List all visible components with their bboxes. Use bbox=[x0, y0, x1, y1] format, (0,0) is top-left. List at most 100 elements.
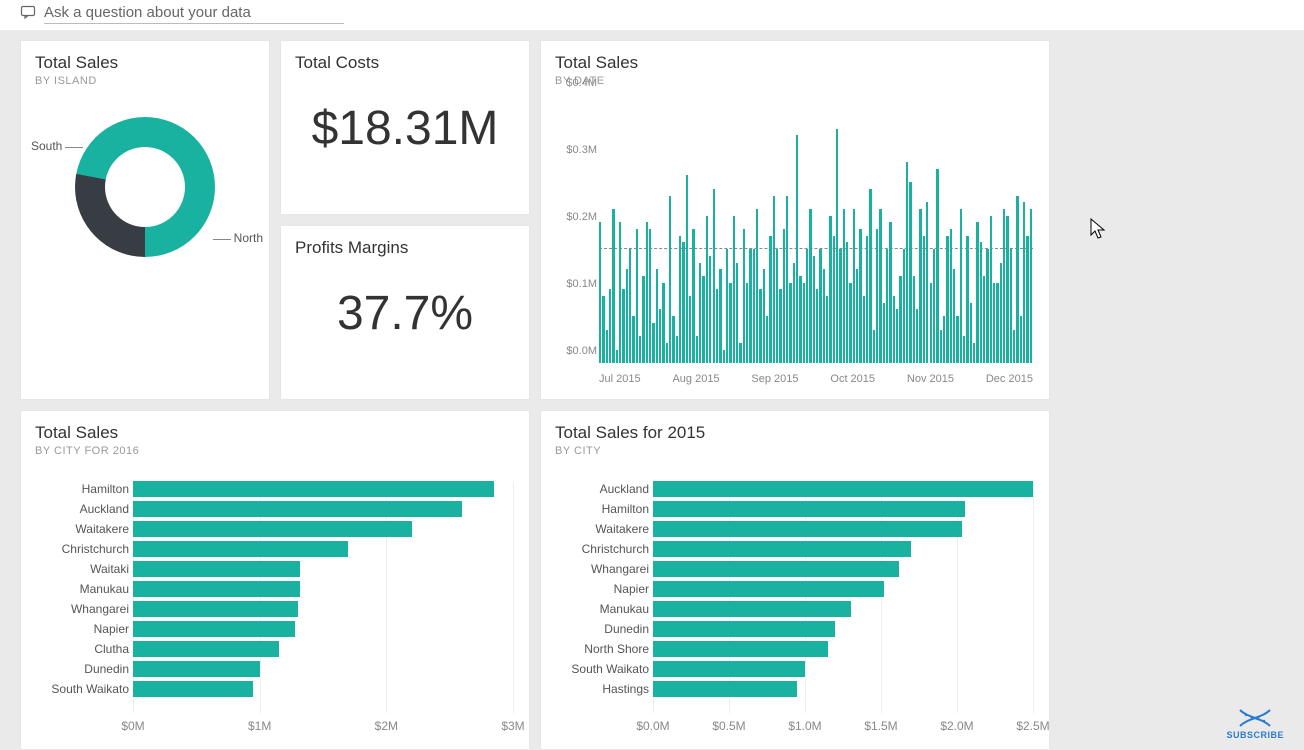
hbar-row: Napier bbox=[133, 621, 513, 637]
chat-icon bbox=[20, 4, 36, 24]
hbar-label: Manukau bbox=[541, 601, 649, 617]
column-bar bbox=[819, 249, 821, 363]
column-bar bbox=[1006, 216, 1008, 363]
card-total-sales-date[interactable]: Total Sales By Date $0.0M$0.1M$0.2M$0.3M… bbox=[540, 40, 1050, 400]
hbar-label: Whangarei bbox=[21, 601, 129, 617]
column-bar bbox=[723, 350, 725, 363]
column-bar bbox=[716, 289, 718, 363]
card-total-costs[interactable]: Total Costs $18.31M bbox=[280, 40, 530, 215]
column-bar bbox=[676, 336, 678, 363]
column-bar bbox=[913, 276, 915, 363]
column-bar bbox=[943, 316, 945, 363]
column-bar bbox=[609, 289, 611, 363]
column-bar bbox=[966, 236, 968, 363]
column-bar bbox=[936, 169, 938, 363]
hbar-row: Dunedin bbox=[653, 621, 1033, 637]
column-bar bbox=[1013, 330, 1015, 364]
hbar-bar bbox=[133, 601, 298, 617]
column-bar bbox=[1003, 209, 1005, 363]
x-axis: $0.0M$0.5M$1.0M$1.5M$2.0M$2.5M bbox=[653, 719, 1033, 739]
hbar-bar bbox=[653, 621, 835, 637]
hbar-bar bbox=[653, 541, 911, 557]
column-bar bbox=[606, 330, 608, 364]
column-bar bbox=[602, 296, 604, 363]
card-total-sales-city-2015[interactable]: Total Sales for 2015 By City AucklandHam… bbox=[540, 410, 1050, 750]
kpi-value: 37.7% bbox=[295, 286, 515, 341]
column-bar bbox=[853, 209, 855, 363]
column-bar bbox=[686, 175, 688, 363]
column-bar bbox=[823, 269, 825, 363]
hbar-row: Waitakere bbox=[133, 521, 513, 537]
column-bar bbox=[636, 229, 638, 363]
hbar-bar bbox=[133, 521, 412, 537]
subscribe-label: SUBSCRIBE bbox=[1226, 730, 1284, 740]
hbar-row: Hastings bbox=[653, 681, 1033, 697]
column-bar bbox=[1016, 196, 1018, 364]
card-subtitle: By City bbox=[555, 445, 1035, 457]
column-bar bbox=[836, 129, 838, 364]
hbar-row: Hamilton bbox=[133, 481, 513, 497]
hbar-bar bbox=[653, 681, 797, 697]
card-total-sales-island[interactable]: Total Sales By Island South North bbox=[20, 40, 270, 400]
column-bar bbox=[1010, 249, 1012, 363]
hbar-row: Whangarei bbox=[653, 561, 1033, 577]
hbar-bar bbox=[133, 621, 295, 637]
hbar-bar bbox=[133, 561, 300, 577]
column-bar bbox=[933, 249, 935, 363]
card-title: Total Sales bbox=[555, 53, 1035, 73]
column-bar bbox=[756, 209, 758, 363]
column-bar bbox=[983, 276, 985, 363]
hbar-row: Clutha bbox=[133, 641, 513, 657]
column-bar bbox=[889, 222, 891, 363]
subscribe-badge[interactable]: SUBSCRIBE bbox=[1226, 708, 1284, 740]
column-bar bbox=[696, 336, 698, 363]
column-bar bbox=[746, 283, 748, 363]
column-bar bbox=[926, 202, 928, 363]
column-bar bbox=[863, 296, 865, 363]
hbar-row: Christchurch bbox=[133, 541, 513, 557]
column-bar bbox=[729, 283, 731, 363]
column-bar bbox=[876, 229, 878, 363]
column-bar bbox=[779, 289, 781, 363]
column-bar bbox=[1000, 263, 1002, 364]
column-bar bbox=[639, 336, 641, 363]
column-bar bbox=[873, 330, 875, 364]
column-bar bbox=[619, 222, 621, 363]
column-bar bbox=[706, 216, 708, 363]
hbar-bar bbox=[653, 481, 1033, 497]
column-bar bbox=[976, 222, 978, 363]
card-profits-margins[interactable]: Profits Margins 37.7% bbox=[280, 225, 530, 400]
column-bar bbox=[629, 249, 631, 363]
donut-chart bbox=[35, 117, 255, 257]
column-bar bbox=[960, 209, 962, 363]
column-bar bbox=[709, 256, 711, 363]
column-chart-area bbox=[599, 95, 1033, 363]
hbar-bar bbox=[653, 641, 828, 657]
hbar-label: Hamilton bbox=[21, 481, 129, 497]
column-bar bbox=[869, 189, 871, 363]
column-bar bbox=[699, 263, 701, 364]
column-bar bbox=[646, 222, 648, 363]
column-bar bbox=[806, 249, 808, 363]
hbar-bar bbox=[133, 681, 253, 697]
y-axis: $0.0M$0.1M$0.2M$0.3M$0.4M bbox=[553, 95, 597, 363]
column-bar bbox=[682, 242, 684, 363]
column-bar bbox=[766, 316, 768, 363]
donut-ring bbox=[75, 117, 215, 257]
column-bar bbox=[763, 269, 765, 363]
hbar-bar bbox=[133, 501, 462, 517]
card-total-sales-city-2016[interactable]: Total Sales By City for 2016 HamiltonAuc… bbox=[20, 410, 530, 750]
hbar-label: South Waikato bbox=[21, 681, 129, 697]
hbar-row: Manukau bbox=[133, 581, 513, 597]
hbar-bar bbox=[133, 541, 348, 557]
column-bar bbox=[923, 236, 925, 363]
qna-bar[interactable]: Ask a question about your data bbox=[0, 0, 1304, 30]
hbar-bar bbox=[653, 501, 965, 517]
cursor-icon bbox=[1090, 218, 1108, 240]
card-title: Total Sales bbox=[35, 423, 515, 443]
column-bar bbox=[919, 209, 921, 363]
column-bar bbox=[883, 303, 885, 363]
hbar-label: Auckland bbox=[541, 481, 649, 497]
column-bar bbox=[893, 296, 895, 363]
column-bar bbox=[803, 283, 805, 363]
